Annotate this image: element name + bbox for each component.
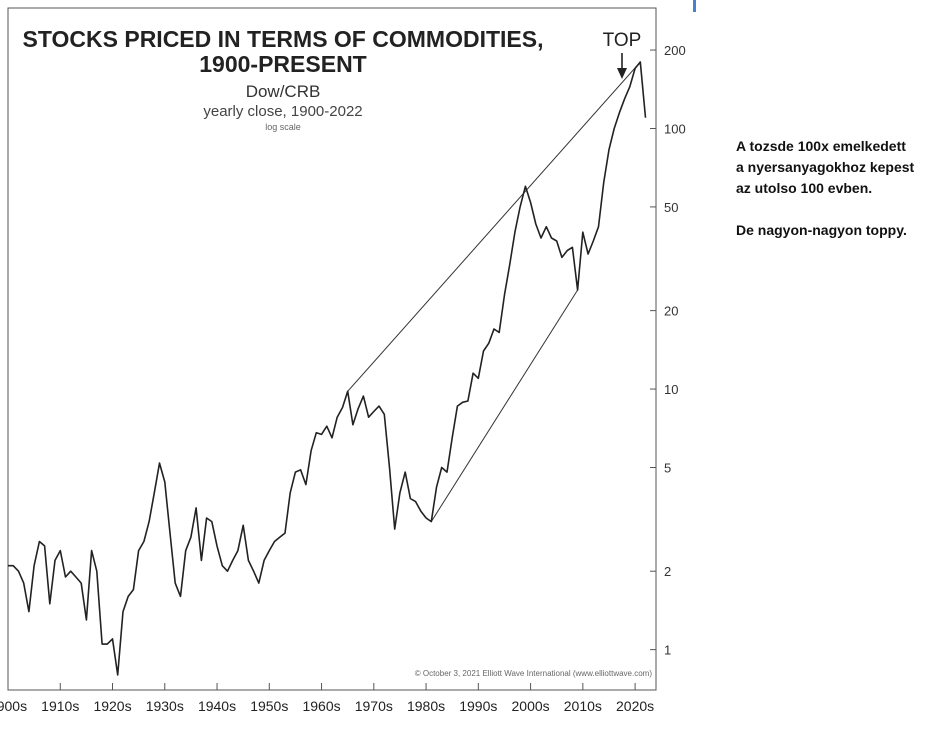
side-note-line2: a nyersanyagokhoz kepest <box>736 159 915 175</box>
x-tick-label: 1950s <box>250 698 288 714</box>
x-tick-label: 1980s <box>407 698 445 714</box>
scale-note: log scale <box>265 122 301 132</box>
y-tick-label: 10 <box>664 382 678 397</box>
side-note-line3: az utolso 100 evben. <box>736 180 873 196</box>
x-tick-label: 2010s <box>564 698 602 714</box>
x-axis: 1900s 1910s 1920s 1930s 1940s 1950s 1960s 1970s… <box>0 683 654 714</box>
upper-trendline <box>347 61 641 392</box>
x-tick-label: 2000s <box>512 698 550 714</box>
x-tick-label: 1920s <box>93 698 131 714</box>
trendlines <box>347 61 641 522</box>
plot-border <box>7 7 657 691</box>
chart-subtitle: Dow/CRB <box>246 82 321 101</box>
y-axis: 1 2 5 10 20 50 100 200 <box>650 43 686 658</box>
chart-subtitle2: yearly close, 1900-2022 <box>203 103 362 120</box>
chart-title-line1: STOCKS PRICED IN TERMS OF COMMODITIES, <box>23 26 544 52</box>
x-tick-label: 1940s <box>198 698 236 714</box>
chart-svg: STOCKS PRICED IN TERMS OF COMMODITIES, 1… <box>0 7 686 714</box>
y-tick-label: 20 <box>664 304 678 319</box>
lower-trendline <box>430 289 579 522</box>
top-annotation: TOP <box>603 30 642 51</box>
x-tick-label: 2020s <box>616 698 654 714</box>
side-note-gap <box>736 199 946 220</box>
x-tick-label: 1990s <box>459 698 497 714</box>
x-tick-label: 1930s <box>146 698 184 714</box>
y-tick-label: 200 <box>664 43 686 58</box>
side-note: A tozsde 100x emelkedett a nyersanyagokh… <box>736 136 946 241</box>
side-note-line4: De nagyon-nagyon toppy. <box>736 222 907 238</box>
x-tick-label: 1970s <box>355 698 393 714</box>
x-tick-label: 1900s <box>0 698 27 714</box>
top-arrow-icon <box>617 53 627 79</box>
chart-title-line2: 1900-PRESENT <box>199 51 366 77</box>
y-tick-label: 1 <box>664 643 671 658</box>
x-tick-label: 1910s <box>41 698 79 714</box>
window-edge <box>693 0 696 12</box>
chart-frame: STOCKS PRICED IN TERMS OF COMMODITIES, 1… <box>0 7 686 714</box>
series-group <box>8 61 647 676</box>
y-tick-label: 100 <box>664 121 686 136</box>
y-tick-label: 2 <box>664 564 671 579</box>
x-tick-label: 1960s <box>302 698 340 714</box>
y-tick-label: 5 <box>664 461 671 476</box>
copyright-note: © October 3, 2021 Elliott Wave Internati… <box>415 669 653 678</box>
series-line <box>8 61 647 676</box>
side-note-line1: A tozsde 100x emelkedett <box>736 138 906 154</box>
y-tick-label: 50 <box>664 200 678 215</box>
